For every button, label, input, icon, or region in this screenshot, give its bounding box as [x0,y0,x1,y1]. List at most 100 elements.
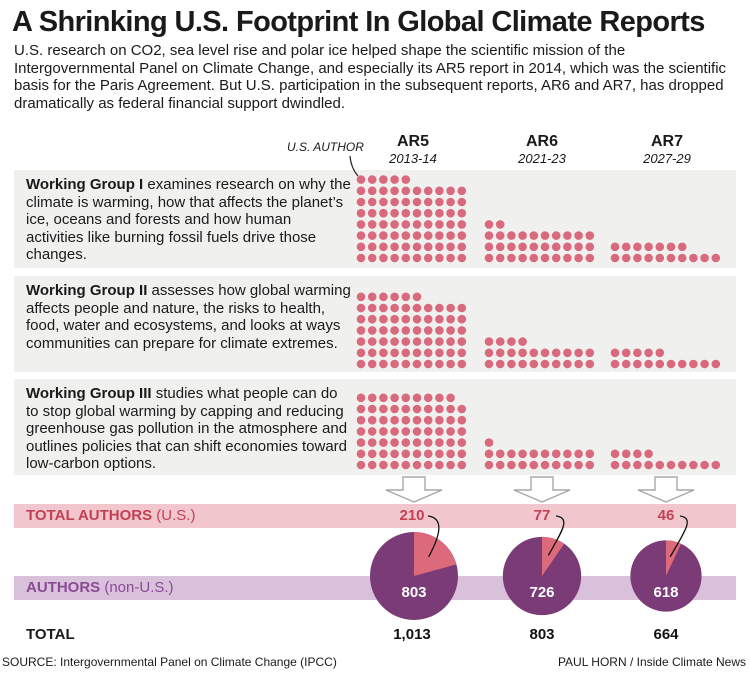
ar5-wg2-dot [367,303,377,313]
ar5-wg2-dot [356,337,366,346]
ar5-wg1-dot [412,208,422,218]
ar6-wg3-dot [540,460,550,470]
nonus-authors-label-sub: (non-U.S.) [100,579,174,596]
ar5-wg3-dot [379,438,388,447]
ar7-wg2-dot [655,348,665,358]
ar5-wg1-dot [379,208,388,218]
ar5-wg3-dot [401,415,411,425]
ar7-wg1-dot [689,253,698,263]
ar5-wg2-dot [390,314,399,324]
ar5-wg2-dot [412,292,422,302]
ar5-wg1-dot [401,175,411,184]
ar6-wg2-dot [495,359,505,369]
ar6-wg2-dot [585,359,595,369]
ar5-wg3-dot [390,393,399,403]
ar7-wg2-dot [700,359,709,369]
ar5-wg3-dot [367,415,377,425]
ar5-wg3-dot [379,404,388,414]
ar5-wg2-dot [367,359,377,369]
ar5-wg3-dot [446,449,455,459]
ar7-wg1-dot [633,242,642,252]
ar5-wg2-dot [379,359,388,369]
ar5-wg1-dot [379,175,388,184]
ar6-wg2-dot [563,359,572,369]
ar6-wg2-dot [551,348,561,358]
ar5-wg2-dot [356,303,366,313]
ar5-wg1-dot [401,186,411,196]
ar5-wg1-dot [356,186,366,196]
ar5-wg3-dot [412,460,422,470]
ar6-wg2-dot [540,348,550,358]
ar5-wg1-dot [412,231,422,240]
ar7-wg1-dot [677,253,687,263]
ar6-wg2-dot [507,359,516,369]
ar5-wg2-dot [423,337,433,346]
ar5-wg2-dot [457,348,467,358]
us-authors-label-sub: (U.S.) [152,507,196,524]
ar5-wg3-dot [435,427,444,436]
ar7-pie-leader [669,515,688,558]
ar6-wg1-dot [585,231,595,240]
ar5-wg1-dot [356,242,366,252]
ar7-wg1-dot [610,242,620,252]
ar5-wg2-dot [446,303,455,313]
ar5-wg3-dot [457,449,467,459]
ar5-wg2-dot [457,314,467,324]
ar5-wg1-dot [457,186,467,196]
ar6-wg3-dot [585,449,595,459]
ar6-wg1-dot [495,242,505,252]
ar6-nonus-count: 726 [529,584,554,601]
ar5-wg1-dot [367,186,377,196]
ar5-wg3-dot [423,438,433,447]
ar5-wg2-dot [356,348,366,358]
ar5-wg2-dot [367,337,377,346]
ar6-arrow [513,476,571,503]
ar7-wg2-dot [610,348,620,358]
ar5-wg2-dot [390,337,399,346]
ar6-name: AR6 [525,133,558,150]
ar6-wg3-dot [484,460,494,470]
wg2-desc: assesses how global warming affects peop… [26,282,351,352]
ar7-wg3-dot [644,449,653,459]
ar5-wg3-dot [356,449,366,459]
ar5-wg2-dot [457,303,467,313]
wg1-name: Working Group I [26,176,144,193]
ar5-wg3-dot [423,393,433,403]
ar5-wg1-dot [401,197,411,207]
wg1-desc: examines research on why the climate is … [26,176,351,264]
ar6-wg1-dot [563,253,572,263]
ar5-wg3-dot [412,404,422,414]
ar7-wg1-dot [621,253,631,263]
ar5-wg3-dot [435,404,444,414]
ar5-us-count: 210 [399,507,425,524]
ar6-wg3-dot [551,460,561,470]
ar7-wg2-dot [711,359,721,369]
wg3-name: Working Group III [26,385,152,402]
ar6-wg3-dot [518,449,527,459]
us-authors-label: TOTAL AUTHORS (U.S.) [26,507,195,525]
ar7-wg1-dot [711,253,721,263]
ar5-wg1-dot [356,231,366,240]
ar5-wg3-dot [446,438,455,447]
us-author-leader [349,155,359,177]
ar6-header: AR6 2021-23 [482,133,602,167]
ar5-wg2-dot [423,359,433,369]
ar5-wg1-dot [412,197,422,207]
ar5-wg1-dot [412,242,422,252]
ar5-wg3-dot [446,393,455,403]
ar7-wg2-dot [655,359,665,369]
ar6-wg2-dot [529,359,539,369]
ar5-wg1-dot [412,253,422,263]
ar5-wg3-dot [356,438,366,447]
ar5-wg3-dot [356,415,366,425]
ar5-nonus-count: 803 [401,584,426,601]
ar6-wg2-dot [484,359,494,369]
ar6-wg1-dot [540,231,550,240]
ar5-wg2-dot [390,348,399,358]
ar5-wg3-dot [446,460,455,470]
ar5-wg1-dot [356,208,366,218]
ar5-wg2-dot [435,348,444,358]
ar5-wg2-dot [412,359,422,369]
ar6-wg3-dot [563,460,572,470]
ar5-wg3-dot [356,393,366,403]
